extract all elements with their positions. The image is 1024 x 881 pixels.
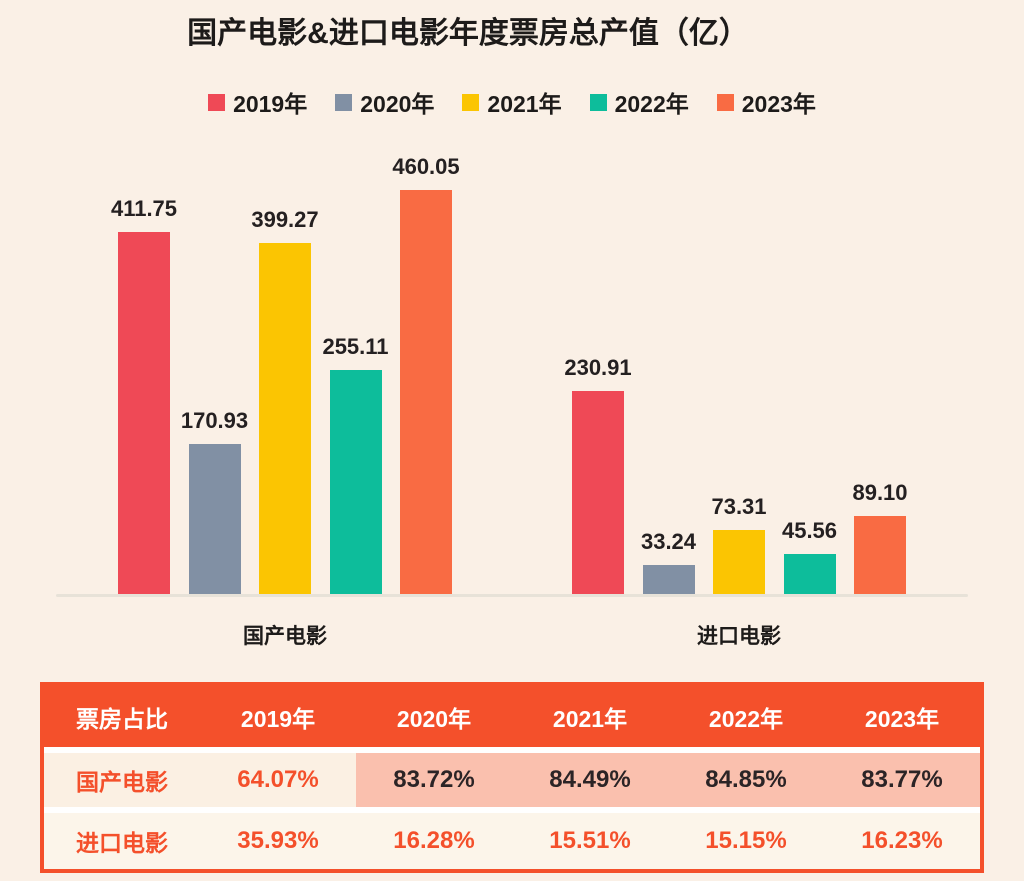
row-label-cell: 国产电影 [44,753,200,807]
legend-swatch [335,93,353,111]
table-header-cell: 2022年 [708,705,784,732]
bar-2021年-进口电影 [713,530,765,594]
category-label: 进口电影 [697,625,781,648]
bar-value-label: 170.93 [180,408,249,433]
legend-swatch [208,93,226,111]
bar-2022年-国产电影 [329,370,382,594]
chart-title: 国产电影&进口电影年度票房总产值（亿） [187,17,749,50]
table-header-row: 票房占比 2019年 2020年 2021年 2022年 2023年 [44,686,980,747]
table-value-cell: 15.15% [668,813,824,869]
x-axis-line [56,594,968,597]
bar-2019年-国产电影 [118,232,170,594]
legend-item: 2021年 [462,85,562,119]
table-header-cell: 2020年 [396,705,472,732]
table-header-cell: 2019年 [240,705,316,732]
table-value-cell: 35.93% [200,813,356,869]
table-value-cell: 64.07% [200,753,356,807]
legend-label: 2022年 [614,91,689,117]
table-header-cell: 票房占比 [76,705,168,732]
bar-2020年-进口电影 [642,565,695,594]
table-row: 国产电影 64.07% 83.72% 84.49% 84.85% 83.77% [44,753,980,807]
bar-value-label: 399.27 [251,207,319,232]
table-value-cell: 16.28% [356,813,512,869]
legend-swatch [716,93,734,111]
table-value-cell: 84.85% [668,753,824,807]
legend-label: 2019年 [233,91,308,117]
bar-value-label: 73.31 [711,494,767,519]
legend-label: 2020年 [360,91,435,117]
legend-swatch [462,93,480,111]
table-value-cell: 15.51% [512,813,668,869]
legend-item: 2019年 [208,85,307,119]
table-value-cell: 83.77% [824,753,980,807]
legend-swatch [589,93,607,111]
table-row: 进口电影 35.93% 16.28% 15.51% 15.15% 16.23% [44,813,980,869]
bar-value-label: 460.05 [392,154,460,179]
legend-item: 2022年 [589,85,689,119]
box-office-share-table: 票房占比 2019年 2020年 2021年 2022年 2023年 国产电影 64.07% 8… [40,682,984,873]
bar-2023年-国产电影 [400,190,452,594]
table-value-cell: 84.49% [512,753,668,807]
category-label: 国产电影 [243,625,327,648]
bar-value-label: 33.24 [640,529,697,554]
table-value-cell: 83.72% [356,753,512,807]
bar-2022年-进口电影 [783,554,836,594]
bar-value-label: 411.75 [110,196,178,221]
bar-2020年-国产电影 [188,444,241,594]
table-header-cell: 2021年 [552,705,628,732]
bar-2021年-国产电影 [259,243,311,594]
legend-item: 2023年 [716,85,816,119]
legend: 2019年 2020年 2021年 2022年 2023年 [0,85,1024,119]
row-label-cell: 进口电影 [44,813,200,869]
bar-value-label: 45.56 [781,518,838,543]
table-value-cell: 16.23% [824,813,980,869]
bar-2023年-进口电影 [854,516,906,594]
legend-item: 2020年 [335,85,434,119]
bar-value-label: 230.91 [564,355,632,380]
legend-label: 2021年 [487,91,562,117]
legend-label: 2023年 [741,91,816,117]
bar-value-label: 255.11 [322,334,389,359]
table-header-cell: 2023年 [864,705,940,732]
bar-value-label: 89.10 [852,480,908,505]
bar-2019年-进口电影 [572,391,624,594]
